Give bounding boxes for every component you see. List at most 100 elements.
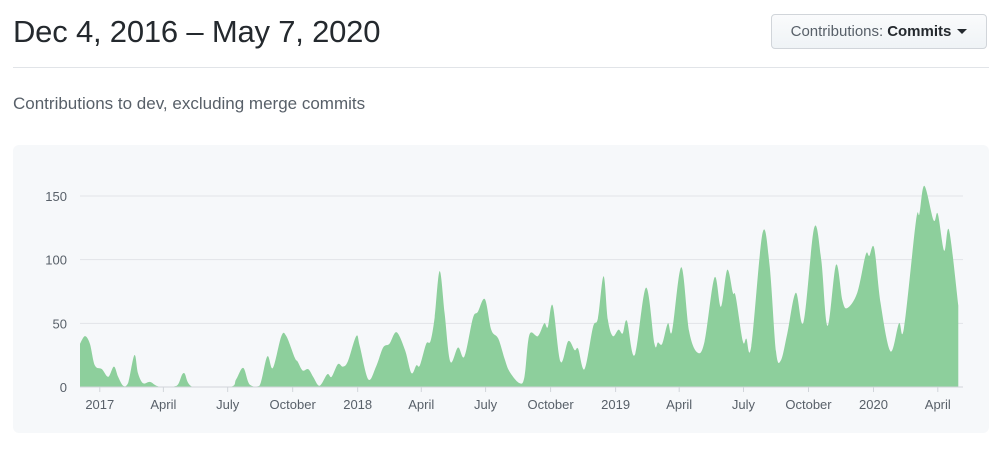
data-point[interactable]	[624, 318, 630, 324]
data-point[interactable]	[310, 374, 316, 380]
contributions-type-dropdown[interactable]: Contributions: Commits	[771, 14, 987, 49]
data-point[interactable]	[174, 383, 180, 389]
data-point[interactable]	[590, 324, 596, 330]
data-point[interactable]	[818, 257, 824, 263]
data-point[interactable]	[502, 356, 508, 362]
data-point[interactable]	[340, 364, 346, 370]
data-point[interactable]	[686, 328, 692, 334]
data-point[interactable]	[305, 366, 311, 372]
data-point[interactable]	[718, 304, 724, 310]
data-point[interactable]	[582, 366, 588, 372]
data-point[interactable]	[442, 310, 448, 316]
data-point[interactable]	[386, 341, 392, 347]
data-point[interactable]	[565, 338, 571, 344]
data-point[interactable]	[353, 333, 359, 339]
data-point[interactable]	[702, 338, 708, 344]
data-point[interactable]	[437, 268, 443, 274]
data-point[interactable]	[659, 341, 665, 347]
data-point[interactable]	[300, 367, 306, 373]
data-point[interactable]	[507, 369, 513, 375]
data-point[interactable]	[778, 357, 784, 363]
data-point[interactable]	[427, 338, 433, 344]
data-point[interactable]	[115, 374, 121, 380]
data-point[interactable]	[233, 376, 239, 382]
data-point[interactable]	[665, 320, 671, 326]
data-point[interactable]	[111, 364, 117, 370]
data-point[interactable]	[135, 370, 141, 376]
data-point[interactable]	[92, 362, 98, 368]
data-point[interactable]	[488, 327, 494, 333]
data-point[interactable]	[669, 328, 675, 334]
data-point[interactable]	[605, 317, 611, 323]
data-point[interactable]	[620, 331, 626, 337]
data-point[interactable]	[935, 211, 941, 217]
data-point[interactable]	[601, 273, 607, 279]
data-point[interactable]	[470, 315, 476, 321]
data-point[interactable]	[87, 341, 93, 347]
data-point[interactable]	[256, 383, 262, 389]
data-point[interactable]	[678, 264, 684, 270]
data-point[interactable]	[329, 374, 335, 380]
data-point[interactable]	[916, 211, 922, 217]
data-point[interactable]	[545, 324, 551, 330]
data-point[interactable]	[535, 333, 541, 339]
data-point[interactable]	[833, 262, 839, 268]
data-point[interactable]	[844, 305, 850, 311]
data-point[interactable]	[432, 314, 438, 320]
data-point[interactable]	[887, 348, 893, 354]
data-point[interactable]	[793, 290, 799, 296]
data-point[interactable]	[921, 183, 927, 189]
data-point[interactable]	[941, 248, 947, 254]
data-point[interactable]	[871, 245, 877, 251]
data-point[interactable]	[461, 353, 467, 359]
data-point[interactable]	[550, 303, 556, 309]
data-point[interactable]	[105, 374, 111, 380]
data-point[interactable]	[896, 320, 902, 326]
data-point[interactable]	[270, 365, 276, 371]
data-point[interactable]	[408, 370, 414, 376]
data-point[interactable]	[695, 350, 701, 356]
data-point[interactable]	[839, 297, 845, 303]
data-point[interactable]	[140, 380, 146, 386]
data-point[interactable]	[521, 374, 527, 380]
data-point[interactable]	[801, 319, 807, 325]
data-point[interactable]	[517, 380, 523, 386]
data-point[interactable]	[955, 303, 961, 309]
data-point[interactable]	[773, 348, 779, 354]
data-point[interactable]	[866, 253, 872, 259]
data-point[interactable]	[264, 353, 270, 359]
data-point[interactable]	[811, 225, 817, 231]
data-point[interactable]	[283, 333, 289, 339]
data-point[interactable]	[357, 343, 363, 349]
data-point[interactable]	[784, 331, 790, 337]
data-point[interactable]	[373, 364, 379, 370]
data-point[interactable]	[240, 365, 246, 371]
data-point[interactable]	[610, 333, 616, 339]
data-point[interactable]	[495, 336, 501, 342]
data-point[interactable]	[365, 376, 371, 382]
data-point[interactable]	[125, 380, 131, 386]
data-point[interactable]	[557, 359, 563, 365]
data-point[interactable]	[913, 218, 919, 224]
data-point[interactable]	[760, 230, 766, 236]
data-point[interactable]	[526, 332, 532, 338]
data-point[interactable]	[931, 217, 937, 223]
data-point[interactable]	[455, 345, 461, 351]
data-point[interactable]	[417, 362, 423, 368]
data-point[interactable]	[77, 341, 83, 347]
data-point[interactable]	[475, 309, 481, 315]
data-point[interactable]	[447, 359, 453, 365]
data-point[interactable]	[712, 274, 718, 280]
data-point[interactable]	[482, 296, 488, 302]
data-point[interactable]	[825, 323, 831, 329]
data-point[interactable]	[295, 359, 301, 365]
data-point[interactable]	[632, 352, 638, 358]
data-point[interactable]	[153, 383, 159, 389]
data-point[interactable]	[394, 329, 400, 335]
data-point[interactable]	[147, 379, 153, 385]
data-point[interactable]	[724, 267, 730, 273]
data-point[interactable]	[767, 263, 773, 269]
data-point[interactable]	[575, 346, 581, 352]
data-point[interactable]	[946, 227, 952, 233]
data-point[interactable]	[181, 370, 187, 376]
